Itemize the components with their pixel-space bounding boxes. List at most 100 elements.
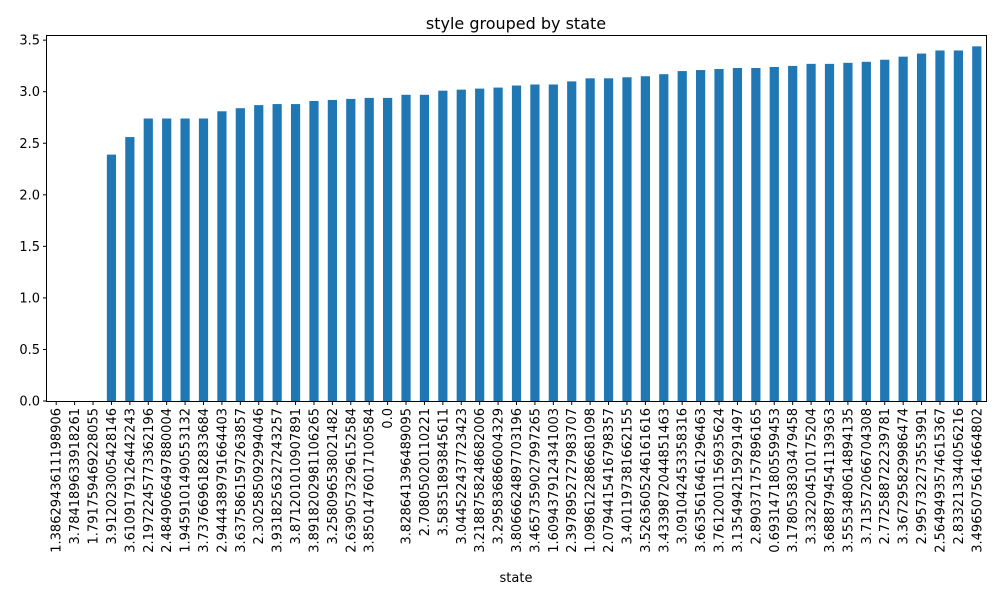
bar [751, 67, 761, 401]
x-tick-label: 3.6635616461296463 [694, 408, 709, 553]
bar [788, 65, 798, 402]
bar [143, 118, 153, 401]
x-axis-label: state [500, 571, 533, 586]
x-tick-label: 3.6375861597263857 [234, 408, 249, 553]
x-axis: 1.3862943611198906 3.784189633918261 1.791… [50, 401, 985, 553]
x-tick-label: 3.258096538021482 [326, 408, 341, 544]
bar [511, 85, 522, 401]
plot-frame [46, 35, 987, 402]
bar [254, 105, 264, 401]
bar [769, 66, 779, 401]
bar [364, 97, 374, 402]
x-tick-label: 1.9459101490553132 [179, 408, 194, 553]
bar [198, 118, 209, 401]
x-tick-label: 3.6888794541139363 [823, 408, 838, 553]
x-tick-label: 1.791759469228055 [87, 408, 102, 544]
x-tick-label: 3.332204510175204 [805, 408, 820, 544]
bar [640, 76, 650, 401]
x-tick-label: 3.5263605246161616 [639, 408, 654, 553]
bar [346, 98, 356, 401]
y-tick-label: 3.0 [19, 85, 40, 100]
bars [106, 46, 982, 402]
bar [290, 104, 301, 402]
x-tick-label: 2.3978952727983707 [565, 408, 580, 553]
bar [401, 94, 411, 401]
bar [585, 78, 595, 402]
bar [327, 99, 337, 401]
x-tick-label: 2.995732273553991 [915, 408, 930, 544]
x-tick-label: 3.8501476017100584 [363, 408, 378, 553]
x-tick-label: 3.7612001156935624 [713, 408, 728, 553]
x-tick-label: 3.367295829986474 [897, 408, 912, 544]
x-tick-label: 2.772588722239781 [878, 408, 893, 544]
x-tick-label: 3.2188758248682006 [473, 408, 488, 553]
bar [714, 69, 724, 402]
x-tick-label: 3.58351893845611 [436, 408, 451, 536]
x-tick-label: 3.713572066704308 [860, 408, 875, 544]
x-tick-label: 0.0 [381, 408, 396, 429]
x-tick-label: 2.70805020110221 [418, 408, 433, 536]
bar [732, 67, 743, 401]
x-tick-label: 3.8918202981106265 [307, 408, 322, 553]
bar [953, 50, 963, 402]
x-tick-label: 3.4965075614664802 [970, 408, 985, 553]
bar [622, 77, 632, 402]
y-tick-label: 2.5 [19, 137, 40, 152]
y-tick-label: 0.0 [19, 395, 40, 410]
bar [180, 118, 190, 401]
x-tick-label: 2.9444389791664403 [215, 408, 230, 553]
bar [530, 84, 540, 401]
bar [235, 108, 245, 401]
x-tick-label: 2.1972245773362196 [142, 408, 157, 553]
x-tick-label: 3.1780538303479458 [786, 408, 801, 553]
bar [843, 62, 853, 402]
x-tick-label: 3.044522437723423 [455, 408, 470, 544]
x-tick-label: 3.5553480614894135 [841, 408, 856, 553]
bar [475, 88, 485, 401]
x-tick-label: 0.6931471805599453 [768, 408, 783, 553]
y-axis: 0.0 0.5 1.0 1.5 2.0 2.5 3.0 3.5 [19, 34, 47, 410]
x-tick-label: 2.6390573296152584 [344, 408, 359, 553]
bar [696, 70, 706, 401]
bar [125, 137, 135, 401]
bar [548, 84, 558, 401]
bar [567, 81, 577, 402]
x-tick-label: 2.4849066497880004 [160, 408, 175, 553]
x-tick-label: 3.091042453358316 [676, 408, 691, 544]
chart-title: style grouped by state [426, 14, 606, 33]
y-tick-label: 2.0 [19, 188, 40, 203]
bar [806, 63, 816, 401]
x-tick-label: 2.5649493574615367 [933, 408, 948, 553]
x-tick-label: 1.6094379124341003 [547, 408, 562, 553]
x-tick-label: 2.890371757896165 [749, 408, 764, 544]
x-tick-label: 3.8066624897703196 [510, 408, 525, 553]
bar [493, 87, 503, 401]
x-tick-label: 3.784189633918261 [68, 408, 83, 544]
bar [603, 78, 614, 402]
bar [916, 53, 927, 402]
bar [419, 94, 430, 401]
bar [935, 50, 945, 402]
x-tick-label: 2.0794415416798357 [602, 408, 617, 553]
y-tick-label: 0.5 [19, 343, 40, 358]
bar [861, 61, 871, 401]
bar [880, 59, 890, 402]
x-tick-label: 3.4339872044851463 [657, 408, 672, 553]
x-tick-label: 1.0986122886681098 [584, 408, 599, 553]
bar [438, 90, 448, 401]
bar [972, 46, 982, 401]
x-tick-label: 3.9318256327243257 [271, 408, 286, 553]
x-tick-label: 3.871201010907891 [289, 408, 304, 544]
y-tick-label: 1.0 [19, 291, 40, 306]
x-tick-label: 3.6109179126442243 [123, 408, 138, 553]
bar [677, 71, 687, 402]
x-tick-label: 3.401197381662155 [620, 408, 635, 544]
bar [272, 104, 282, 402]
x-tick-label: 1.3862943611198906 [50, 408, 65, 553]
x-tick-label: 3.912023005428146 [105, 408, 120, 544]
x-tick-label: 2.833213344056216 [952, 408, 967, 544]
bar [383, 97, 393, 402]
bar [824, 63, 835, 401]
